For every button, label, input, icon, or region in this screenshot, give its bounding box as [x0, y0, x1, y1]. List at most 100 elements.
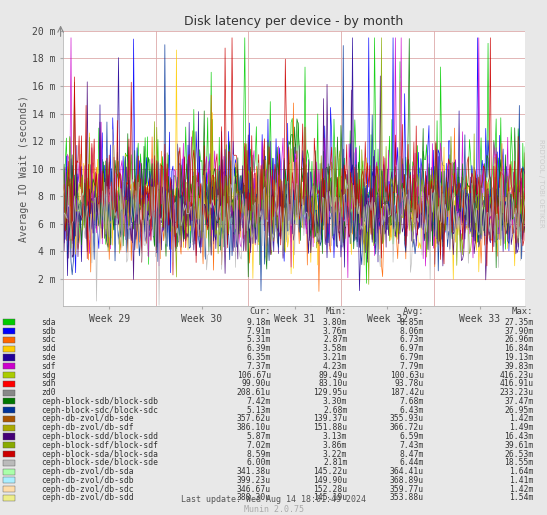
Text: sde: sde: [41, 353, 56, 362]
Text: sdg: sdg: [41, 371, 56, 380]
Text: Last update: Wed Aug 14 18:01:49 2024: Last update: Wed Aug 14 18:01:49 2024: [181, 495, 366, 504]
Text: 416.91u: 416.91u: [499, 380, 533, 388]
Text: 1.49m: 1.49m: [509, 423, 533, 432]
Text: 5.13m: 5.13m: [246, 406, 271, 415]
Text: 357.62u: 357.62u: [237, 415, 271, 423]
Text: 364.41u: 364.41u: [390, 467, 424, 476]
FancyBboxPatch shape: [3, 372, 15, 378]
Text: 6.79m: 6.79m: [399, 353, 424, 362]
Text: 89.49u: 89.49u: [318, 371, 347, 380]
Text: Max:: Max:: [512, 307, 533, 316]
FancyBboxPatch shape: [3, 442, 15, 449]
Text: 388.30u: 388.30u: [237, 493, 271, 503]
FancyBboxPatch shape: [3, 319, 15, 325]
Text: 3.76m: 3.76m: [323, 327, 347, 336]
Text: 6.43m: 6.43m: [399, 406, 424, 415]
Text: 9.18m: 9.18m: [246, 318, 271, 327]
Text: ceph-block-sdb/block-sdb: ceph-block-sdb/block-sdb: [41, 397, 158, 406]
Text: 7.68m: 7.68m: [399, 397, 424, 406]
Text: 3.58m: 3.58m: [323, 344, 347, 353]
Text: ceph-db-zvol/db-sdb: ceph-db-zvol/db-sdb: [41, 476, 133, 485]
Text: 83.10u: 83.10u: [318, 380, 347, 388]
Text: 7.02m: 7.02m: [246, 441, 271, 450]
Text: 39.61m: 39.61m: [504, 441, 533, 450]
FancyBboxPatch shape: [3, 460, 15, 466]
Text: ceph-block-sda/block-sda: ceph-block-sda/block-sda: [41, 450, 158, 458]
Text: 5.87m: 5.87m: [246, 432, 271, 441]
Text: 6.39m: 6.39m: [246, 344, 271, 353]
Title: Disk latency per device - by month: Disk latency per device - by month: [184, 15, 404, 28]
Text: ceph-block-sde/block-sde: ceph-block-sde/block-sde: [41, 458, 158, 467]
Text: 19.13m: 19.13m: [504, 353, 533, 362]
Text: ceph-db-zvol/db-sdc: ceph-db-zvol/db-sdc: [41, 485, 133, 494]
FancyBboxPatch shape: [3, 434, 15, 440]
Text: Cur:: Cur:: [249, 307, 271, 316]
Text: 27.35m: 27.35m: [504, 318, 533, 327]
Text: 149.90u: 149.90u: [313, 476, 347, 485]
FancyBboxPatch shape: [3, 389, 15, 396]
FancyBboxPatch shape: [3, 381, 15, 387]
FancyBboxPatch shape: [3, 363, 15, 369]
Text: zd0: zd0: [41, 388, 56, 397]
Text: 129.95u: 129.95u: [313, 388, 347, 397]
Text: 6.35m: 6.35m: [246, 353, 271, 362]
Text: 6.00m: 6.00m: [246, 458, 271, 467]
FancyBboxPatch shape: [3, 451, 15, 457]
Text: sdh: sdh: [41, 380, 56, 388]
Text: sdd: sdd: [41, 344, 56, 353]
Text: 399.23u: 399.23u: [237, 476, 271, 485]
Text: 6.44m: 6.44m: [399, 458, 424, 467]
Text: 7.79m: 7.79m: [399, 362, 424, 371]
Text: 7.37m: 7.37m: [246, 362, 271, 371]
Text: 7.91m: 7.91m: [246, 327, 271, 336]
Text: ceph-db-zvol/db-sda: ceph-db-zvol/db-sda: [41, 467, 133, 476]
Text: 151.88u: 151.88u: [313, 423, 347, 432]
FancyBboxPatch shape: [3, 469, 15, 475]
Text: 359.77u: 359.77u: [390, 485, 424, 494]
Text: 416.23u: 416.23u: [499, 371, 533, 380]
Text: 6.97m: 6.97m: [399, 344, 424, 353]
Text: Min:: Min:: [326, 307, 347, 316]
Text: sdb: sdb: [41, 327, 56, 336]
FancyBboxPatch shape: [3, 398, 15, 404]
Text: 2.81m: 2.81m: [323, 458, 347, 467]
Text: ceph-db-zvol/db-sdf: ceph-db-zvol/db-sdf: [41, 423, 133, 432]
Text: 7.42m: 7.42m: [246, 397, 271, 406]
Text: 386.10u: 386.10u: [237, 423, 271, 432]
Text: sdf: sdf: [41, 362, 56, 371]
Text: 2.68m: 2.68m: [323, 406, 347, 415]
Text: 6.59m: 6.59m: [399, 432, 424, 441]
Y-axis label: Average IO Wait (seconds): Average IO Wait (seconds): [19, 95, 29, 242]
Text: 37.90m: 37.90m: [504, 327, 533, 336]
Text: 1.64m: 1.64m: [509, 467, 533, 476]
FancyBboxPatch shape: [3, 337, 15, 343]
Text: Avg:: Avg:: [403, 307, 424, 316]
Text: RRDTOOL / TOBI OETIKER: RRDTOOL / TOBI OETIKER: [538, 139, 544, 228]
Text: ceph-db-zvol/db-sdd: ceph-db-zvol/db-sdd: [41, 493, 133, 503]
FancyBboxPatch shape: [3, 486, 15, 492]
Text: 152.28u: 152.28u: [313, 485, 347, 494]
Text: 37.47m: 37.47m: [504, 397, 533, 406]
Text: 208.61u: 208.61u: [237, 388, 271, 397]
Text: 8.06m: 8.06m: [399, 327, 424, 336]
Text: 8.47m: 8.47m: [399, 450, 424, 458]
Text: 3.21m: 3.21m: [323, 353, 347, 362]
Text: 4.23m: 4.23m: [323, 362, 347, 371]
Text: 5.31m: 5.31m: [246, 335, 271, 345]
Text: 93.78u: 93.78u: [395, 380, 424, 388]
FancyBboxPatch shape: [3, 477, 15, 484]
Text: 1.42m: 1.42m: [509, 485, 533, 494]
FancyBboxPatch shape: [3, 346, 15, 352]
Text: 26.95m: 26.95m: [504, 406, 533, 415]
Text: 8.59m: 8.59m: [246, 450, 271, 458]
Text: 145.22u: 145.22u: [313, 467, 347, 476]
Text: 139.37u: 139.37u: [313, 415, 347, 423]
Text: 2.87m: 2.87m: [323, 335, 347, 345]
FancyBboxPatch shape: [3, 416, 15, 422]
Text: 18.55m: 18.55m: [504, 458, 533, 467]
Text: sda: sda: [41, 318, 56, 327]
Text: 368.89u: 368.89u: [390, 476, 424, 485]
Text: ceph-db-zvol/db-sde: ceph-db-zvol/db-sde: [41, 415, 133, 423]
Text: 366.72u: 366.72u: [390, 423, 424, 432]
Text: 233.23u: 233.23u: [499, 388, 533, 397]
